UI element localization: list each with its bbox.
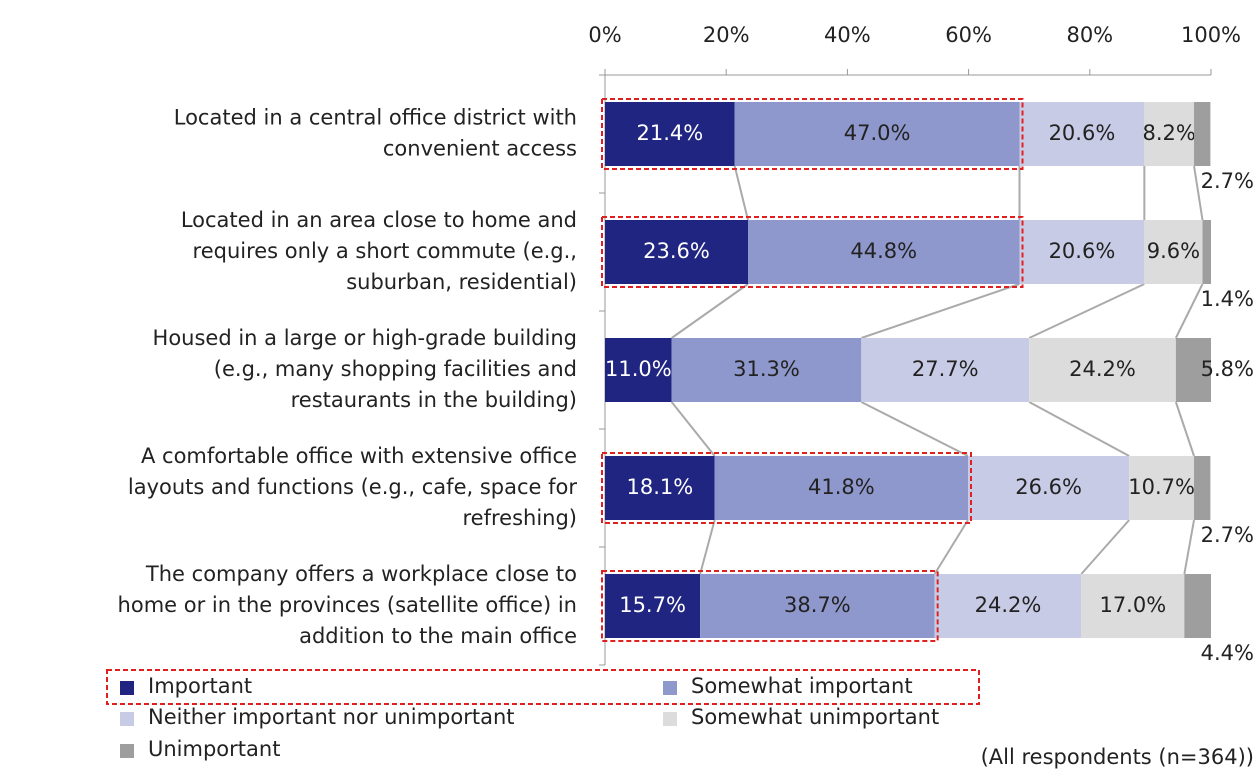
bar-segment	[934, 574, 1082, 638]
value-label: 20.6%	[1049, 239, 1116, 263]
value-label: 15.7%	[619, 593, 686, 617]
legend-swatch	[120, 712, 134, 726]
highlight-box	[601, 98, 1024, 170]
bar-segment	[1184, 574, 1211, 638]
note: (All respondents (n=364))	[981, 745, 1254, 769]
value-label: 17.0%	[1099, 593, 1166, 617]
legend-label: Somewhat unimportant	[691, 705, 939, 729]
bar-segment	[967, 456, 1130, 520]
x-tick-label: 80%	[1066, 23, 1113, 47]
connector	[1028, 283, 1145, 339]
bar-segment	[605, 220, 749, 284]
connector	[1080, 519, 1130, 575]
bar-segment	[605, 456, 715, 520]
value-label: 24.2%	[975, 593, 1042, 617]
category-label: Located in a central office district wit…	[174, 106, 577, 161]
value-label: 20.6%	[1049, 121, 1116, 145]
value-label: 24.2%	[1069, 357, 1136, 381]
value-label: 2.7%	[1201, 169, 1254, 193]
bar-segment	[1144, 220, 1203, 284]
category-label: A comfortable office with extensive offi…	[128, 444, 577, 530]
value-label: 18.1%	[626, 475, 693, 499]
bar-segment	[748, 220, 1020, 284]
connector	[671, 283, 749, 339]
value-label: 11.0%	[605, 357, 672, 381]
connector	[933, 519, 969, 575]
x-tick-label: 20%	[703, 23, 750, 47]
connector	[1183, 519, 1196, 575]
bar-segment	[861, 338, 1030, 402]
legend-highlight	[106, 669, 980, 705]
highlight-box	[601, 570, 939, 642]
connector	[860, 401, 969, 457]
value-label: 5.8%	[1201, 357, 1254, 381]
x-tick-label: 100%	[1181, 23, 1241, 47]
legend-swatch	[120, 744, 134, 758]
connector	[1174, 401, 1195, 457]
value-label: 2.7%	[1201, 523, 1254, 547]
value-label: 47.0%	[844, 121, 911, 145]
legend-label: Neither important nor unimportant	[148, 705, 515, 729]
connector	[699, 519, 716, 575]
highlight-box	[601, 452, 972, 524]
bar-segment	[1175, 338, 1211, 402]
bar-segment	[671, 338, 862, 402]
bar-segment	[605, 574, 701, 638]
connector	[670, 401, 716, 457]
value-label: 21.4%	[636, 121, 703, 145]
bar-segment	[1019, 220, 1145, 284]
x-tick-label: 0%	[588, 23, 621, 47]
legend-swatch	[120, 681, 134, 695]
value-label: 41.8%	[808, 475, 875, 499]
value-label: 31.3%	[733, 357, 800, 381]
value-label: 9.6%	[1147, 239, 1200, 263]
bar-segment	[1194, 456, 1211, 520]
value-label: 27.7%	[912, 357, 979, 381]
bar-segment	[1194, 102, 1211, 166]
bar-segment	[700, 574, 935, 638]
value-label: 10.7%	[1128, 475, 1195, 499]
bar-segment	[1129, 456, 1195, 520]
legend-swatch	[663, 712, 677, 726]
legend-label: Important	[148, 674, 252, 698]
legend-label: Unimportant	[148, 737, 280, 761]
legend-swatch	[663, 681, 677, 695]
value-label: 44.8%	[850, 239, 917, 263]
bar-segment	[714, 456, 968, 520]
category-label: The company offers a workplace close to h…	[118, 562, 577, 648]
bar-segment	[1144, 102, 1195, 166]
x-tick-label: 60%	[945, 23, 992, 47]
bar-segment	[1081, 574, 1185, 638]
category-label: Located in an area close to home and requ…	[181, 208, 577, 294]
connector	[1028, 401, 1130, 457]
connector	[1174, 283, 1204, 339]
bar-segment	[1019, 102, 1145, 166]
legend-label: Somewhat important	[691, 674, 913, 698]
connector	[733, 165, 749, 221]
bar-segment	[1029, 338, 1176, 402]
x-tick-label: 40%	[824, 23, 871, 47]
bar-segment	[605, 338, 672, 402]
value-label: 26.6%	[1015, 475, 1082, 499]
value-label: 23.6%	[643, 239, 710, 263]
value-label: 38.7%	[784, 593, 851, 617]
bar-segment	[734, 102, 1020, 166]
connector	[1193, 165, 1204, 221]
value-label: 8.2%	[1143, 121, 1196, 145]
connector	[861, 283, 1020, 339]
bar-segment	[605, 102, 735, 166]
value-label: 1.4%	[1201, 287, 1254, 311]
highlight-box	[601, 216, 1024, 288]
bar-segment	[1202, 220, 1211, 284]
category-label: Housed in a large or high-grade building…	[153, 326, 577, 412]
value-label: 4.4%	[1201, 641, 1254, 665]
